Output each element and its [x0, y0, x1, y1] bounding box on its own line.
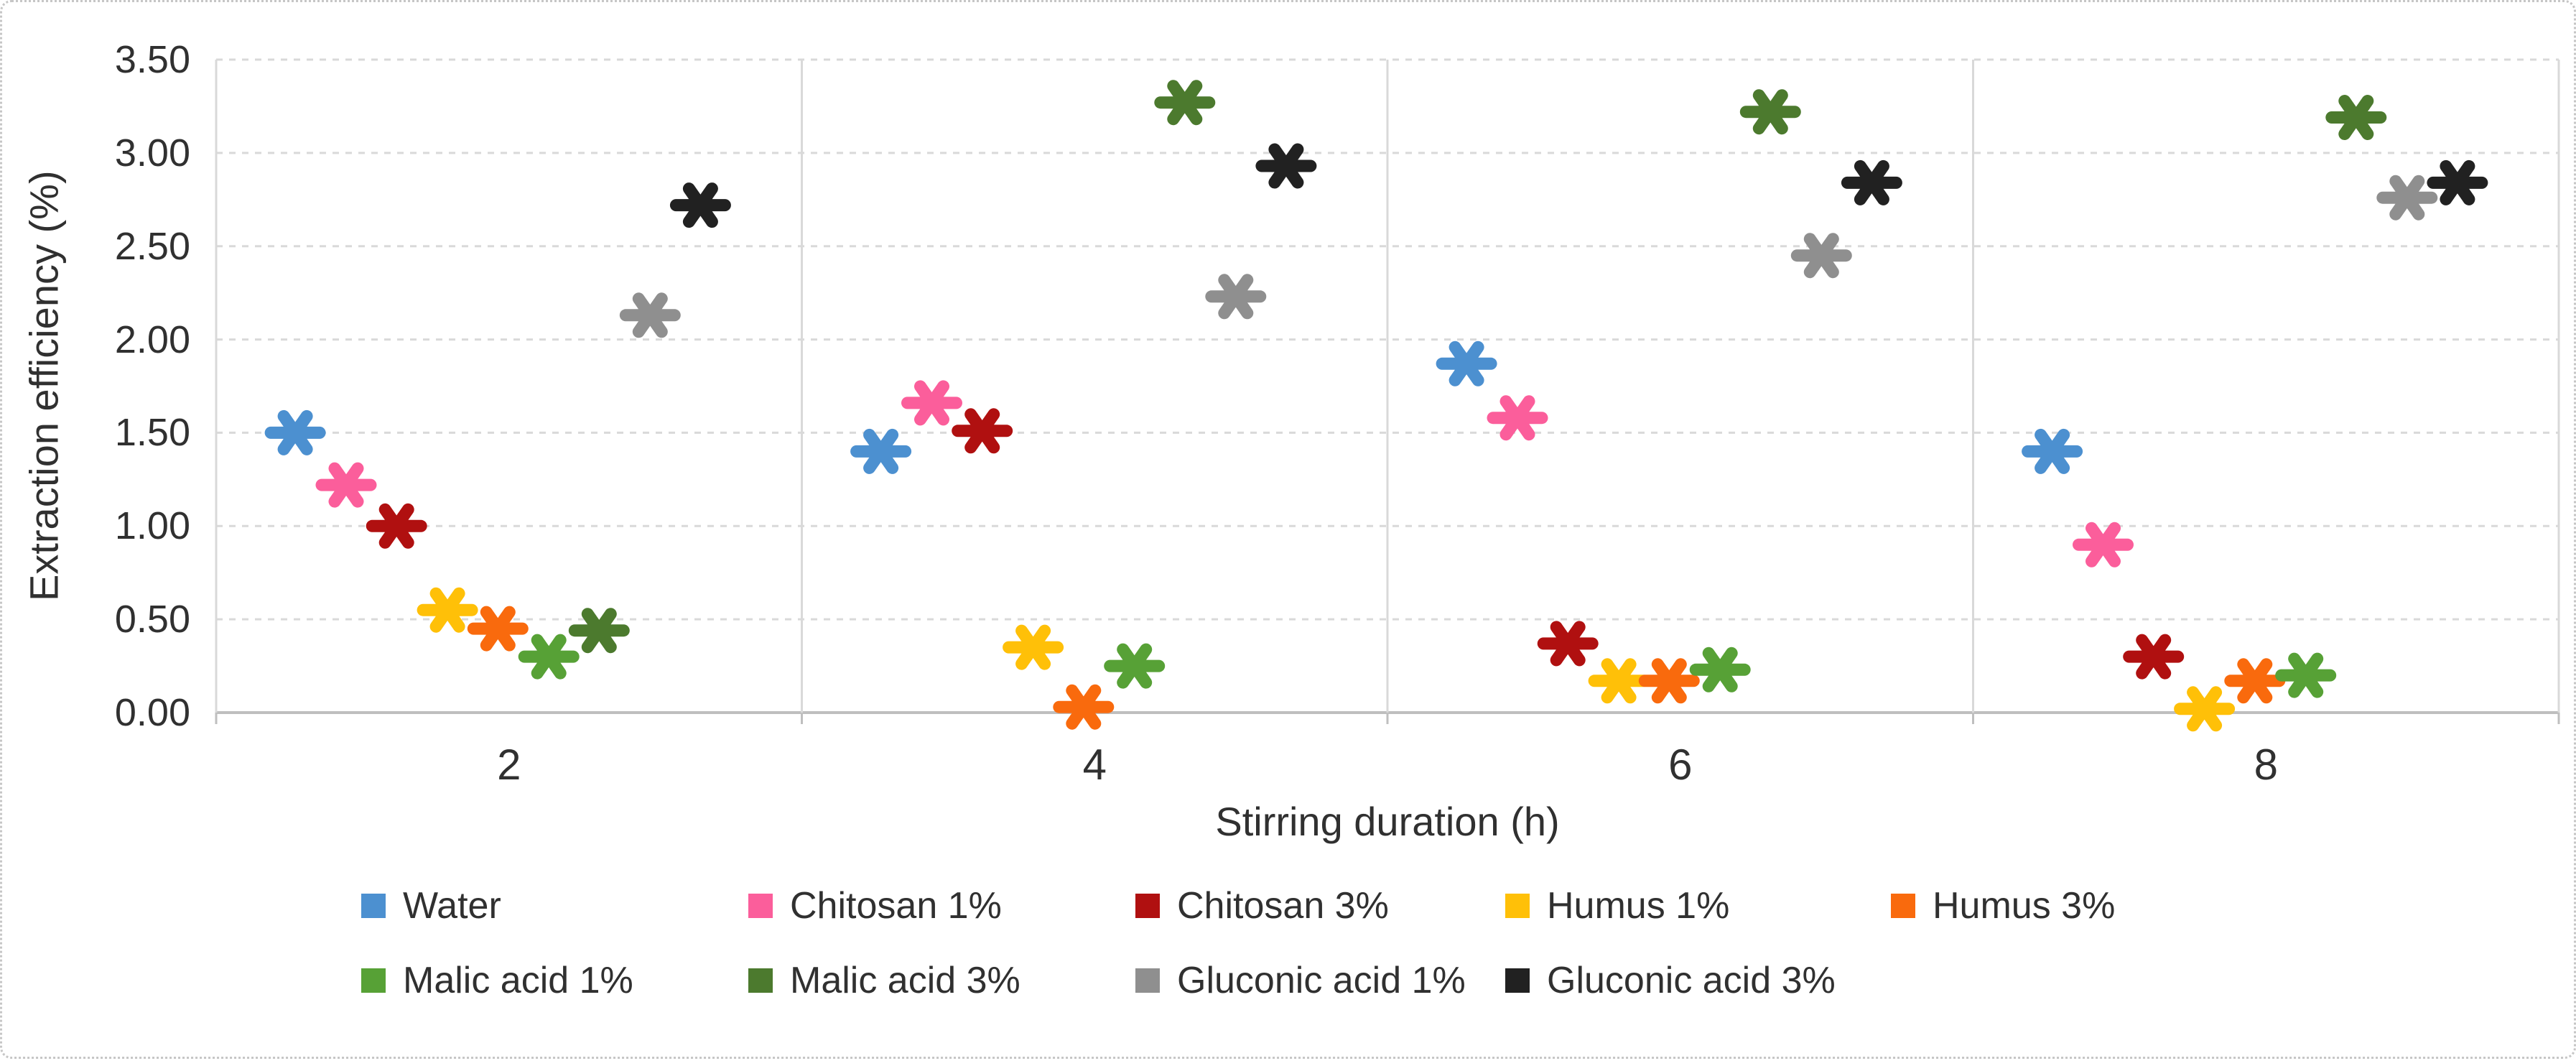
y-tick-label-3.00: 3.00	[114, 131, 190, 175]
legend-item-chitosan-1: Chitosan 1%	[748, 884, 1002, 927]
y-tick-label-2.00: 2.00	[114, 318, 190, 361]
legend-label-malic-acid-3: Malic acid 3%	[790, 960, 1020, 1001]
legend-label-chitosan-3: Chitosan 3%	[1177, 885, 1389, 927]
legend-swatch-icon-water	[361, 894, 386, 918]
marker-asterisk-icon-chitosan-3-6h	[1537, 621, 1599, 667]
legend-item-malic-acid-3: Malic acid 3%	[748, 959, 1020, 1002]
marker-asterisk-icon-chitosan-1-4h	[901, 380, 962, 426]
legend-item-chitosan-3: Chitosan 3%	[1135, 884, 1389, 927]
marker-asterisk-icon-chitosan-3-4h	[952, 408, 1013, 454]
legend-item-humus-1: Humus 1%	[1505, 884, 1729, 927]
legend-item-gluconic-acid-3: Gluconic acid 3%	[1505, 959, 1836, 1002]
marker-asterisk-icon-humus-3-4h	[1053, 684, 1115, 730]
x-tick-label-8: 8	[2254, 741, 2278, 789]
marker-asterisk-icon-water-8h	[2022, 428, 2083, 474]
legend-swatch-icon-malic-acid-3	[748, 968, 773, 993]
legend-swatch-icon-chitosan-1	[748, 894, 773, 918]
marker-asterisk-icon-humus-1-6h	[1588, 658, 1650, 704]
marker-asterisk-icon-malic-acid-3-4h	[1154, 80, 1216, 126]
marker-asterisk-icon-gluconic-acid-1-6h	[1790, 233, 1852, 279]
marker-asterisk-icon-gluconic-acid-1-8h	[2376, 175, 2438, 221]
y-tick-label-1.50: 1.50	[114, 411, 190, 455]
marker-asterisk-icon-humus-3-2h	[467, 606, 529, 652]
marker-asterisk-icon-malic-acid-3-6h	[1739, 89, 1801, 135]
legend-label-chitosan-1: Chitosan 1%	[790, 885, 1002, 927]
y-tick-label-0.00: 0.00	[114, 691, 190, 734]
marker-asterisk-icon-gluconic-acid-3-4h	[1255, 143, 1317, 189]
marker-asterisk-icon-malic-acid-1-6h	[1689, 647, 1751, 692]
y-tick-label-1.00: 1.00	[114, 504, 190, 548]
legend-swatch-icon-humus-3	[1891, 894, 1915, 918]
legend-swatch-icon-gluconic-acid-3	[1505, 968, 1530, 993]
legend-label-gluconic-acid-1: Gluconic acid 1%	[1177, 960, 1466, 1001]
marker-asterisk-icon-humus-1-4h	[1003, 624, 1064, 670]
marker-asterisk-icon-humus-3-6h	[1638, 658, 1700, 704]
marker-asterisk-icon-humus-1-2h	[417, 587, 478, 633]
marker-asterisk-icon-malic-acid-3-2h	[568, 608, 630, 654]
marker-asterisk-icon-chitosan-1-8h	[2073, 522, 2134, 567]
legend-swatch-icon-humus-1	[1505, 894, 1530, 918]
legend-swatch-icon-gluconic-acid-1	[1135, 968, 1160, 993]
marker-asterisk-icon-chitosan-1-6h	[1487, 395, 1548, 441]
marker-asterisk-icon-malic-acid-3-8h	[2325, 95, 2387, 140]
marker-asterisk-icon-chitosan-3-8h	[2123, 634, 2185, 680]
legend-item-malic-acid-1: Malic acid 1%	[361, 959, 633, 1002]
legend-label-water: Water	[403, 885, 501, 927]
marker-asterisk-icon-gluconic-acid-1-4h	[1205, 274, 1267, 320]
x-axis-title: Stirring duration (h)	[1215, 799, 1560, 844]
marker-asterisk-icon-malic-acid-1-2h	[518, 634, 580, 680]
x-tick-label-4: 4	[1082, 741, 1107, 789]
y-tick-label-2.50: 2.50	[114, 224, 190, 268]
marker-asterisk-icon-gluconic-acid-3-2h	[669, 182, 731, 228]
marker-asterisk-icon-gluconic-acid-1-2h	[619, 292, 681, 338]
legend-label-malic-acid-1: Malic acid 1%	[403, 960, 633, 1001]
marker-asterisk-icon-gluconic-acid-3-6h	[1841, 159, 1902, 205]
legend-label-humus-1: Humus 1%	[1547, 885, 1730, 927]
marker-asterisk-icon-water-6h	[1436, 340, 1497, 386]
marker-asterisk-icon-humus-3-8h	[2224, 658, 2286, 704]
marker-asterisk-icon-water-2h	[264, 409, 326, 455]
marker-asterisk-icon-gluconic-acid-3-8h	[2427, 159, 2488, 205]
legend-item-gluconic-acid-1: Gluconic acid 1%	[1135, 959, 1466, 1002]
marker-asterisk-icon-chitosan-3-2h	[366, 503, 427, 549]
legend-label-humus-3: Humus 3%	[1933, 885, 2116, 927]
y-tick-label-3.50: 3.50	[114, 38, 190, 81]
marker-asterisk-icon-water-4h	[850, 428, 912, 474]
marker-asterisk-icon-malic-acid-1-8h	[2275, 652, 2337, 698]
x-tick-label-2: 2	[497, 741, 521, 789]
legend-swatch-icon-chitosan-3	[1135, 894, 1160, 918]
y-tick-label-0.50: 0.50	[114, 598, 190, 641]
x-tick-label-6: 6	[1668, 741, 1693, 789]
legend-label-gluconic-acid-3: Gluconic acid 3%	[1547, 960, 1836, 1001]
legend-item-humus-3: Humus 3%	[1891, 884, 2115, 927]
legend-item-water: Water	[361, 884, 501, 927]
legend-swatch-icon-malic-acid-1	[361, 968, 386, 993]
marker-asterisk-icon-humus-1-8h	[2174, 686, 2236, 732]
marker-asterisk-icon-malic-acid-1-4h	[1104, 643, 1166, 689]
marker-asterisk-icon-chitosan-1-2h	[315, 462, 377, 508]
